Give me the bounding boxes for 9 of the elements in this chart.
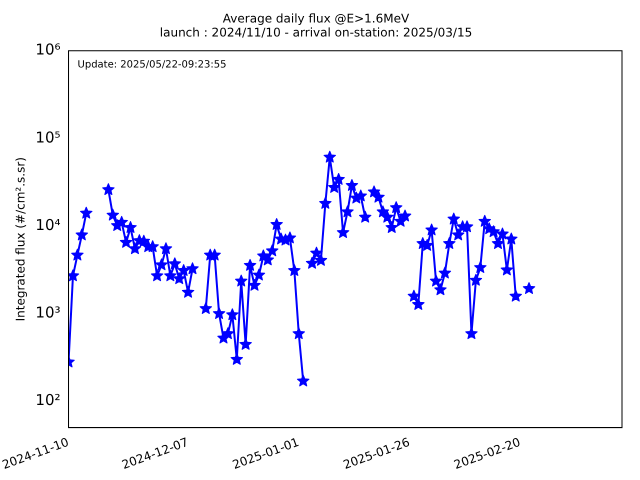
y-axis-title: Integrated flux (#/cm².s.sr) [13,157,28,322]
y-tick-label: 10³ [35,304,61,322]
annotation: Update: 2025/05/22-09:23:55 [78,59,226,70]
y-tick-label: 10⁵ [35,128,61,146]
y-tick-label: 10⁶ [35,40,61,59]
chart-title: Average daily flux @E>1.6MeV [222,11,410,26]
y-tick-label: 10² [35,391,61,410]
y-tick-label: 10⁴ [35,216,61,234]
chart-subtitle: launch : 2024/11/10 - arrival on-station: 2025/03/15 [160,26,472,40]
